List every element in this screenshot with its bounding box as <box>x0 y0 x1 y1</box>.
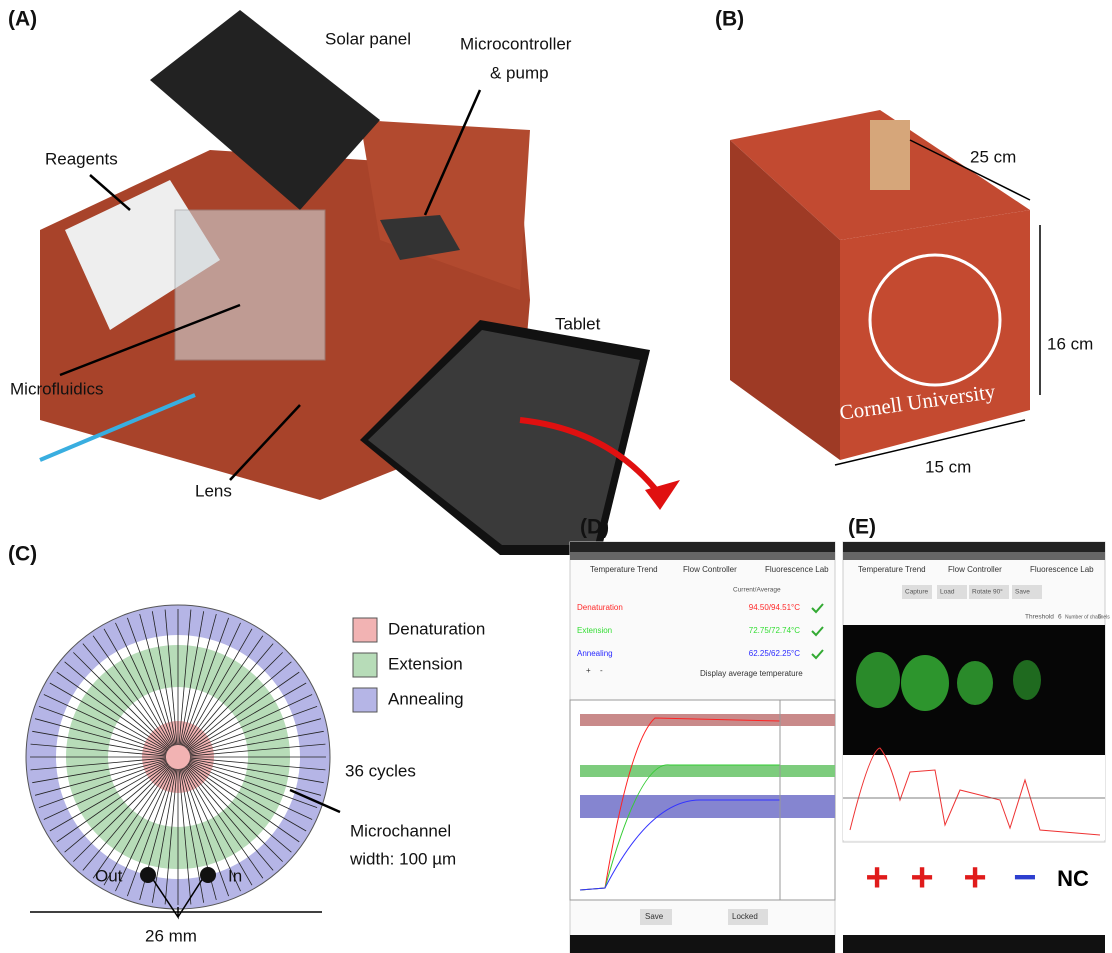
port <box>140 867 156 883</box>
row-name: Annealing <box>577 649 613 658</box>
legend-label: Denaturation <box>388 619 485 638</box>
annotation: Solar panel <box>325 29 411 48</box>
dimension: 15 cm <box>925 457 971 476</box>
result: + <box>910 856 933 900</box>
panel-label: (D) <box>580 516 609 539</box>
tab[interactable]: Temperature Trend <box>590 565 658 574</box>
legend-swatch <box>353 653 377 677</box>
tab[interactable]: Flow Controller <box>948 565 1002 574</box>
annotation: Reagents <box>45 149 118 168</box>
annotation: Tablet <box>555 314 601 333</box>
legend-swatch <box>353 618 377 642</box>
button[interactable]: Save <box>645 912 664 921</box>
tab[interactable]: Flow Controller <box>683 565 737 574</box>
panel-label: (B) <box>715 8 744 31</box>
checkbox-label[interactable]: Display average temperature <box>700 669 803 678</box>
port-label: Out <box>95 866 123 885</box>
button[interactable]: Load <box>940 589 955 596</box>
annotation: width: 100 µm <box>349 849 456 868</box>
legend-label: Extension <box>388 654 463 673</box>
field-value[interactable]: 5 <box>1098 614 1102 621</box>
field-value[interactable]: 6 <box>1058 614 1062 621</box>
legend-label: Annealing <box>388 689 464 708</box>
annotation: Microcontroller <box>460 34 572 53</box>
result: NC <box>1057 866 1089 891</box>
scale-label: 26 mm <box>145 926 197 945</box>
annotation: Lens <box>195 481 232 500</box>
port-label: In <box>228 866 242 885</box>
annotation: & pump <box>490 63 549 82</box>
panel-label: (C) <box>8 543 37 566</box>
panel-label: (A) <box>8 8 37 31</box>
button[interactable]: Capture <box>905 589 929 596</box>
annotation: 36 cycles <box>345 761 416 780</box>
tab[interactable]: Fluorescence Lab <box>1030 565 1094 574</box>
button[interactable]: Locked <box>732 912 758 921</box>
button[interactable]: Save <box>1015 589 1030 596</box>
figure: (A) Solar panel Microcontroller & pump R… <box>0 0 1112 953</box>
row-value: 72.75/72.74°C <box>749 626 800 635</box>
device-photo <box>40 10 680 555</box>
row-name: Extension <box>577 626 612 635</box>
dimension: 25 cm <box>970 147 1016 166</box>
zoom-button[interactable]: - <box>600 666 603 675</box>
tab[interactable]: Fluorescence Lab <box>765 565 829 574</box>
row-value: 62.25/62.25°C <box>749 649 800 658</box>
tab[interactable]: Temperature Trend <box>858 565 926 574</box>
port <box>200 867 216 883</box>
result: − <box>1013 856 1036 900</box>
field-label: Number of channels <box>1065 614 1110 620</box>
dimension: 16 cm <box>1047 334 1093 353</box>
row-value: 94.50/94.51°C <box>749 603 800 612</box>
button[interactable]: Rotate 90° <box>972 588 1003 596</box>
legend-swatch <box>353 688 377 712</box>
microfluidic-disk <box>26 605 330 917</box>
result: + <box>865 856 888 900</box>
column-header: Current/Average <box>733 587 781 594</box>
panel-label: (E) <box>848 516 876 539</box>
zoom-button[interactable]: + <box>586 666 591 675</box>
field-label: Threshold <box>1025 614 1054 621</box>
row-name: Denaturation <box>577 603 623 612</box>
annotation: Microchannel <box>350 821 451 840</box>
result: + <box>963 856 986 900</box>
annotation: Microfluidics <box>10 379 104 398</box>
